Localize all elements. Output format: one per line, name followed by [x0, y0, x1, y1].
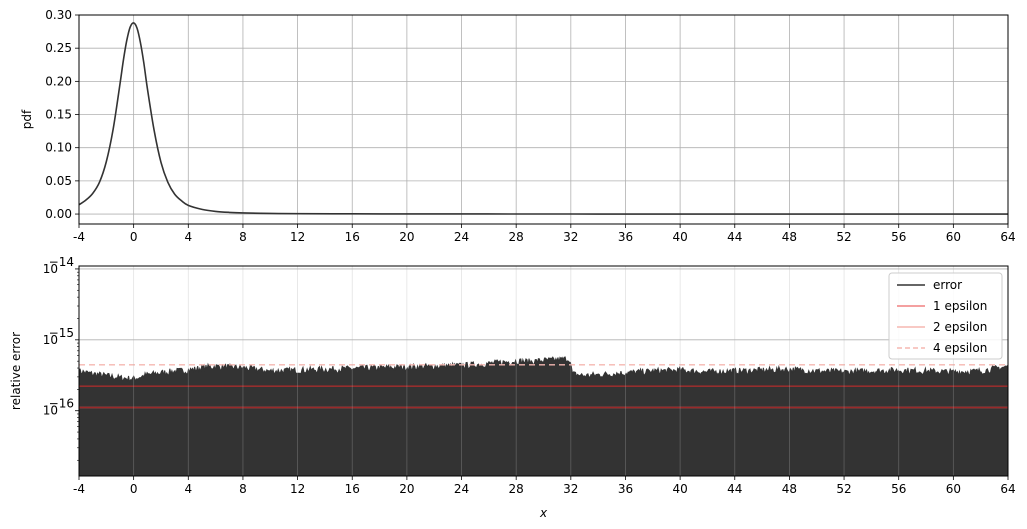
error-x-tick-label: 16 — [345, 482, 360, 496]
pdf-line — [78, 22, 1008, 215]
error-x-tick-label: 40 — [672, 482, 687, 496]
error-x-tick-label: 12 — [290, 482, 305, 496]
error-x-tick-label: 56 — [891, 482, 906, 496]
error-x-tick-label: 60 — [946, 482, 961, 496]
error-y-tick-label: 10 — [43, 333, 58, 347]
error-x-tick-label: 24 — [454, 482, 469, 496]
error-x-tick-label: 36 — [618, 482, 633, 496]
pdf-x-tick-label: 60 — [946, 230, 961, 244]
error-x-tick-label: 52 — [836, 482, 851, 496]
legend-label: error — [933, 278, 962, 292]
error-y-tick-exponent: −14 — [49, 255, 74, 269]
error-x-tick-label: 32 — [563, 482, 578, 496]
pdf-y-tick-label: 0.05 — [45, 174, 72, 188]
error-x-tick-label: -4 — [73, 482, 85, 496]
pdf-y-tick-label: 0.25 — [45, 41, 72, 55]
pdf-axes-frame — [78, 14, 1009, 225]
pdf-x-tick-label: -4 — [73, 230, 85, 244]
pdf-x-tick-label: 56 — [891, 230, 906, 244]
pdf-series — [78, 22, 1008, 215]
error-x-tick-label: 28 — [509, 482, 524, 496]
pdf-y-tick-label: 0.30 — [45, 8, 72, 22]
error-x-tick-label: 4 — [184, 482, 192, 496]
pdf-x-tick-label: 40 — [672, 230, 687, 244]
legend-label: 1 epsilon — [933, 299, 987, 313]
pdf-x-tick-label: 28 — [509, 230, 524, 244]
error-x-tick-label: 48 — [782, 482, 797, 496]
pdf-x-tick-label: 24 — [454, 230, 469, 244]
pdf-x-tick-label: 16 — [345, 230, 360, 244]
pdf-x-tick-label: 20 — [399, 230, 414, 244]
pdf-x-tick-label: 48 — [782, 230, 797, 244]
error-x-axis-label: x — [539, 506, 548, 520]
pdf-y-tick-label: 0.20 — [45, 74, 72, 88]
error-area — [78, 356, 1009, 477]
error-axes-frame — [78, 265, 1009, 477]
pdf-x-tick-label: 36 — [618, 230, 633, 244]
pdf-x-tick-label: 44 — [727, 230, 742, 244]
error-y-tick-label: 10 — [43, 404, 58, 418]
legend-box — [888, 272, 1003, 360]
error-y-axis-label: relative error — [9, 332, 23, 410]
error-x-tick-label: 20 — [399, 482, 414, 496]
error-x-tick-label: 0 — [130, 482, 138, 496]
error-y-tick-exponent: −16 — [49, 397, 74, 411]
pdf-y-tick-label: 0.10 — [45, 141, 72, 155]
pdf-panel: -4 0 4 8 12 16 20 24 28 32 36 40 44 48 52 56 60 64 0.000.… — [20, 8, 1016, 244]
pdf-x-tick-label: 52 — [836, 230, 851, 244]
error-x-tick-label: 64 — [1000, 482, 1015, 496]
error-y-tick-exponent: −15 — [49, 326, 74, 340]
pdf-x-ticks: -4 0 4 8 12 16 20 24 28 32 36 40 44 48 52 56 60 64 — [73, 224, 1016, 244]
pdf-y-tick-label: 0.15 — [45, 108, 72, 122]
pdf-x-tick-label: 32 — [563, 230, 578, 244]
pdf-x-tick-label: 64 — [1000, 230, 1015, 244]
error-y-tick-label: 10 — [43, 262, 58, 276]
pdf-x-tick-label: 4 — [184, 230, 192, 244]
relative-error-panel: -4 0 4 8 12 16 20 24 28 32 36 40 44 48 52 56 60 64 10−141… — [9, 255, 1016, 520]
legend: error 1 epsilon 2 epsilon 4 epsilon — [888, 272, 1003, 360]
legend-label: 2 epsilon — [933, 320, 987, 334]
error-x-ticks: -4 0 4 8 12 16 20 24 28 32 36 40 44 48 52 56 60 64 — [73, 476, 1016, 496]
pdf-x-tick-label: 8 — [239, 230, 247, 244]
pdf-y-tick-label: 0.00 — [45, 207, 72, 221]
pdf-y-axis-label: pdf — [20, 109, 34, 129]
legend-label: 4 epsilon — [933, 341, 987, 355]
pdf-x-tick-label: 12 — [290, 230, 305, 244]
pdf-y-ticks: 0.00 0.05 0.10 0.15 0.20 0.25 0.30 — [45, 8, 79, 221]
pdf-x-tick-label: 0 — [130, 230, 138, 244]
error-x-tick-label: 44 — [727, 482, 742, 496]
error-x-tick-label: 8 — [239, 482, 247, 496]
